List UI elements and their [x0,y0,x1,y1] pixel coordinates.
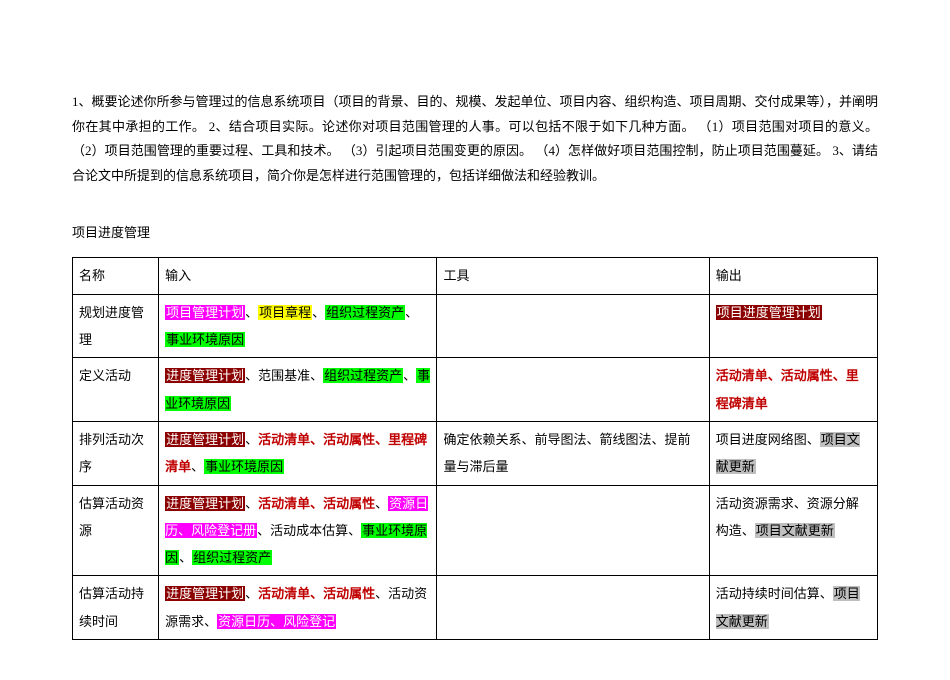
cell-tool [437,294,709,358]
text-segment: 、 [245,496,258,511]
text-segment: 事业环境原因 [165,332,245,347]
cell-output: 项目进度网络图、项目文献更新 [709,421,877,485]
cell-output: 活动资源需求、资源分解构造、项目文献更新 [709,485,877,576]
text-segment: 组织过程资产 [325,305,405,320]
text-segment: 、 [191,459,204,474]
text-segment: 、范围基准、 [245,368,323,383]
table-header-row: 名称 输入 工具 输出 [73,258,878,294]
table-row: 估算活动资源进度管理计划、活动清单、活动属性、资源日历、风险登记册、活动成本估算… [73,485,878,576]
text-segment: 活动持续时间估算、 [716,586,833,601]
table-row: 估算活动持续时间进度管理计划、活动清单、活动属性、活动资源需求、资源日历、风险登… [73,576,878,640]
cell-output: 活动持续时间估算、项目文献更新 [709,576,877,640]
cell-output: 活动清单、活动属性、里程碑清单 [709,358,877,422]
text-segment: 项目进度管理计划 [716,305,822,320]
section-title: 项目进度管理 [72,221,878,246]
cell-output: 项目进度管理计划 [709,294,877,358]
text-segment: 活动清单、活动属性、里程碑清单 [716,368,859,410]
text-segment: 活动清单、活动属性 [258,586,375,601]
table-row: 定义活动进度管理计划、范围基准、组织过程资产、事业环境原因活动清单、活动属性、里… [73,358,878,422]
cell-name: 定义活动 [73,358,159,422]
cell-input: 进度管理计划、活动清单、活动属性、里程碑清单、事业环境原因 [159,421,437,485]
cell-input: 进度管理计划、活动清单、活动属性、活动资源需求、资源日历、风险登记 [159,576,437,640]
text-segment: 项目文献更新 [755,523,835,538]
intro-paragraph: 1、概要论述你所参与管理过的信息系统项目（项目的背景、目的、规模、发起单位、项目… [72,90,878,189]
text-segment: 项目进度网络图、 [716,432,820,447]
text-segment: 、 [405,305,418,320]
cell-input: 进度管理计划、活动清单、活动属性、资源日历、风险登记册、活动成本估算、事业环境原… [159,485,437,576]
text-segment: 、 [245,305,258,320]
text-segment: 组织过程资产 [323,368,403,383]
text-segment: 组织过程资产 [192,550,272,565]
text-segment: 、活动成本估算、 [257,523,361,538]
cell-name: 估算活动持续时间 [73,576,159,640]
text-segment: 、 [245,432,258,447]
text-segment: 事业环境原因 [204,459,284,474]
text-segment: 、 [179,550,192,565]
cell-tool [437,485,709,576]
cell-input: 进度管理计划、范围基准、组织过程资产、事业环境原因 [159,358,437,422]
cell-name: 估算活动资源 [73,485,159,576]
text-segment: 、 [245,586,258,601]
cell-input: 项目管理计划、项目章程、组织过程资产、事业环境原因 [159,294,437,358]
text-segment: 活动清单、活动属性 [258,496,375,511]
cell-tool [437,358,709,422]
text-segment: 资源日历、风险登记 [217,614,336,629]
text-segment: 项目章程 [258,305,312,320]
schedule-table: 名称 输入 工具 输出 规划进度管理项目管理计划、项目章程、组织过程资产、事业环… [72,257,878,640]
text-segment: 进度管理计划 [165,586,245,601]
text-segment: 确定依赖关系、前导图法、箭线图法、提前量与滞后量 [443,432,690,474]
header-name: 名称 [73,258,159,294]
text-segment: 、 [403,368,416,383]
text-segment: 进度管理计划 [165,368,245,383]
text-segment: 、 [312,305,325,320]
cell-name: 排列活动次序 [73,421,159,485]
table-row: 排列活动次序进度管理计划、活动清单、活动属性、里程碑清单、事业环境原因确定依赖关… [73,421,878,485]
header-tool: 工具 [437,258,709,294]
text-segment: 、 [375,496,388,511]
header-input: 输入 [159,258,437,294]
cell-tool [437,576,709,640]
table-row: 规划进度管理项目管理计划、项目章程、组织过程资产、事业环境原因项目进度管理计划 [73,294,878,358]
text-segment: 进度管理计划 [165,432,245,447]
cell-name: 规划进度管理 [73,294,159,358]
header-output: 输出 [709,258,877,294]
text-segment: 进度管理计划 [165,496,245,511]
text-segment: 项目管理计划 [165,305,245,320]
cell-tool: 确定依赖关系、前导图法、箭线图法、提前量与滞后量 [437,421,709,485]
